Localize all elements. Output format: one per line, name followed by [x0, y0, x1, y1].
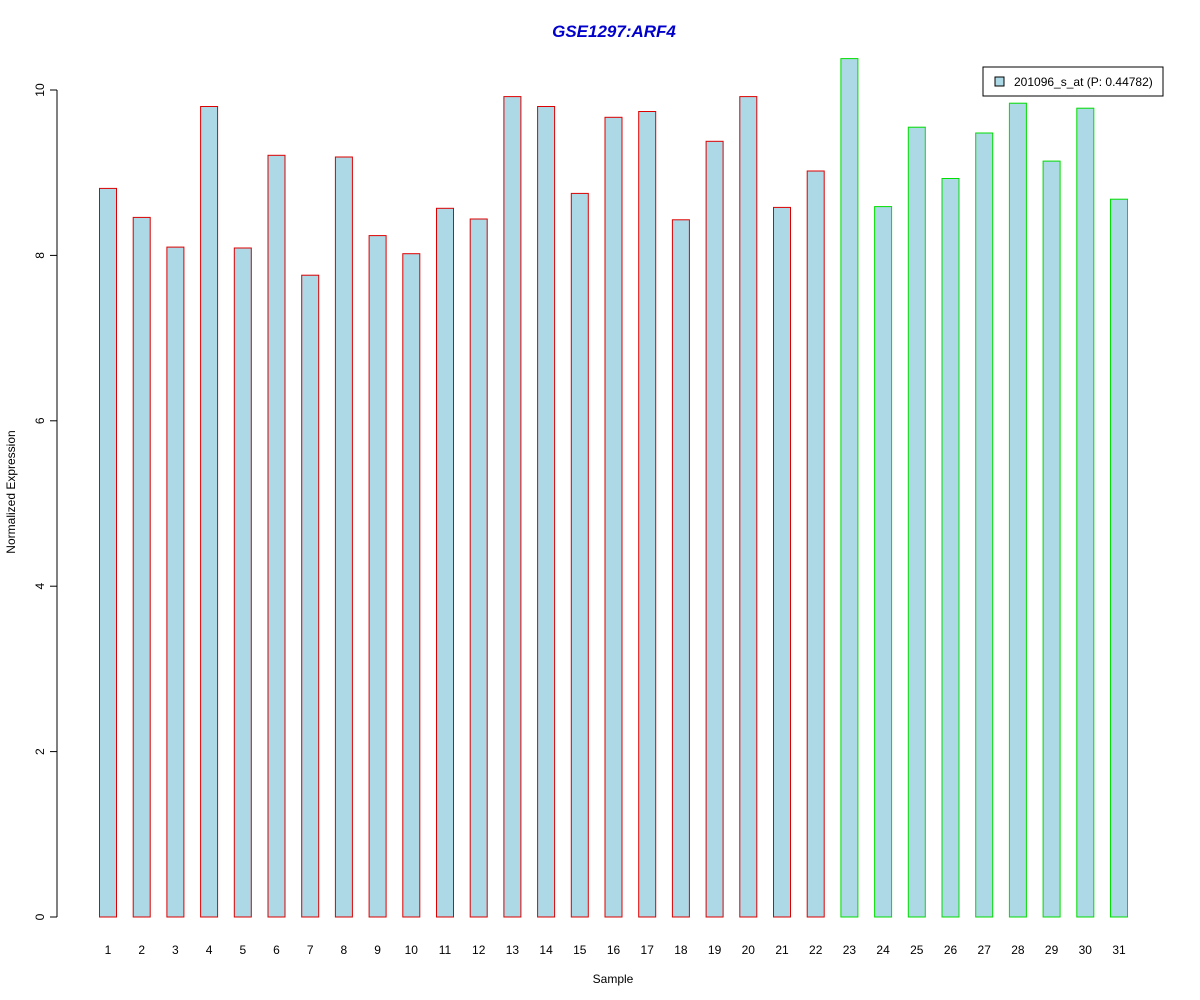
x-tick-label: 26 [944, 943, 958, 957]
y-axis: 0 2 4 6 8 10 [33, 83, 58, 920]
x-axis-label: Sample [593, 972, 634, 986]
bar-sample-3 [166, 246, 185, 918]
x-tick-label: 20 [742, 943, 756, 957]
bar-sample-2 [132, 216, 151, 918]
x-tick-label: 1 [105, 943, 112, 957]
bar-sample-7 [301, 274, 320, 918]
bar-sample-27 [975, 132, 994, 918]
x-tick-label: 25 [910, 943, 924, 957]
bar-sample-31 [1110, 198, 1128, 918]
y-axis-label: Normalized Expression [4, 430, 18, 553]
x-tick-label: 19 [708, 943, 722, 957]
x-tick-label: 9 [374, 943, 381, 957]
x-tick-label: 10 [405, 943, 419, 957]
bar-sample-20 [739, 96, 758, 918]
bar-sample-25 [907, 126, 926, 918]
bar-sample-15 [570, 192, 589, 918]
x-tick-label: 16 [607, 943, 621, 957]
bar-sample-30 [1076, 107, 1095, 918]
bar-sample-24 [874, 206, 893, 918]
bar-sample-12 [469, 218, 488, 918]
legend-box [982, 66, 1164, 97]
bar-sample-23 [840, 58, 859, 918]
x-tick-label: 23 [843, 943, 857, 957]
bar-sample-9 [368, 235, 387, 918]
bar-sample-8 [334, 156, 353, 918]
x-tick-label: 4 [206, 943, 213, 957]
bar-sample-4 [200, 106, 219, 918]
bar-sample-14 [537, 106, 556, 918]
y-tick-label: 6 [33, 417, 47, 424]
y-tick-label: 0 [33, 913, 47, 920]
x-tick-label: 18 [674, 943, 688, 957]
bar-sample-17 [638, 111, 657, 918]
x-tick-label: 8 [341, 943, 348, 957]
y-tick-label: 8 [33, 252, 47, 259]
x-tick-label: 2 [138, 943, 145, 957]
bar-sample-26 [941, 178, 960, 918]
y-tick-label: 2 [33, 748, 47, 755]
bar-sample-28 [1008, 102, 1027, 918]
x-tick-label: 12 [472, 943, 486, 957]
x-tick-label: 30 [1079, 943, 1093, 957]
bar-sample-19 [705, 140, 724, 918]
bar-sample-5 [233, 247, 252, 918]
legend: 201096_s_at (P: 0.44782) [982, 66, 1164, 97]
x-tick-label: 7 [307, 943, 314, 957]
bar-sample-16 [604, 116, 623, 918]
x-tick-label: 5 [239, 943, 246, 957]
x-tick-label: 29 [1045, 943, 1059, 957]
chart-title: GSE1297:ARF4 [552, 22, 676, 41]
x-tick-label: 22 [809, 943, 823, 957]
bar-sample-10 [402, 253, 421, 918]
legend-label: 201096_s_at (P: 0.44782) [1014, 75, 1153, 89]
bar-sample-22 [806, 170, 825, 918]
bar-sample-21 [773, 206, 791, 918]
x-tick-label: 6 [273, 943, 280, 957]
x-tick-label: 3 [172, 943, 179, 957]
x-tick-label: 17 [641, 943, 655, 957]
x-tick-label: 31 [1112, 943, 1126, 957]
x-tick-label: 15 [573, 943, 587, 957]
x-tick-label: 21 [775, 943, 789, 957]
bar-sample-6 [267, 154, 286, 918]
x-tick-label: 11 [439, 943, 452, 957]
legend-swatch [994, 76, 1005, 87]
bars-group [99, 58, 1128, 918]
x-axis: 1 2 3 4 5 6 7 8 9 10 11 12 13 14 15 16 17 18 19 20 21 22 23 24 2… [105, 943, 1126, 957]
x-tick-label: 14 [539, 943, 553, 957]
bar-sample-1 [99, 187, 117, 918]
x-tick-label: 13 [506, 943, 520, 957]
x-tick-label: 28 [1011, 943, 1025, 957]
bar-sample-18 [671, 219, 690, 918]
y-tick-label: 10 [33, 83, 47, 97]
y-tick-label: 4 [33, 583, 47, 590]
bar-sample-11 [436, 207, 454, 918]
bar-sample-29 [1042, 160, 1061, 918]
x-tick-label: 27 [978, 943, 992, 957]
bar-sample-13 [503, 96, 522, 918]
x-tick-label: 24 [876, 943, 890, 957]
